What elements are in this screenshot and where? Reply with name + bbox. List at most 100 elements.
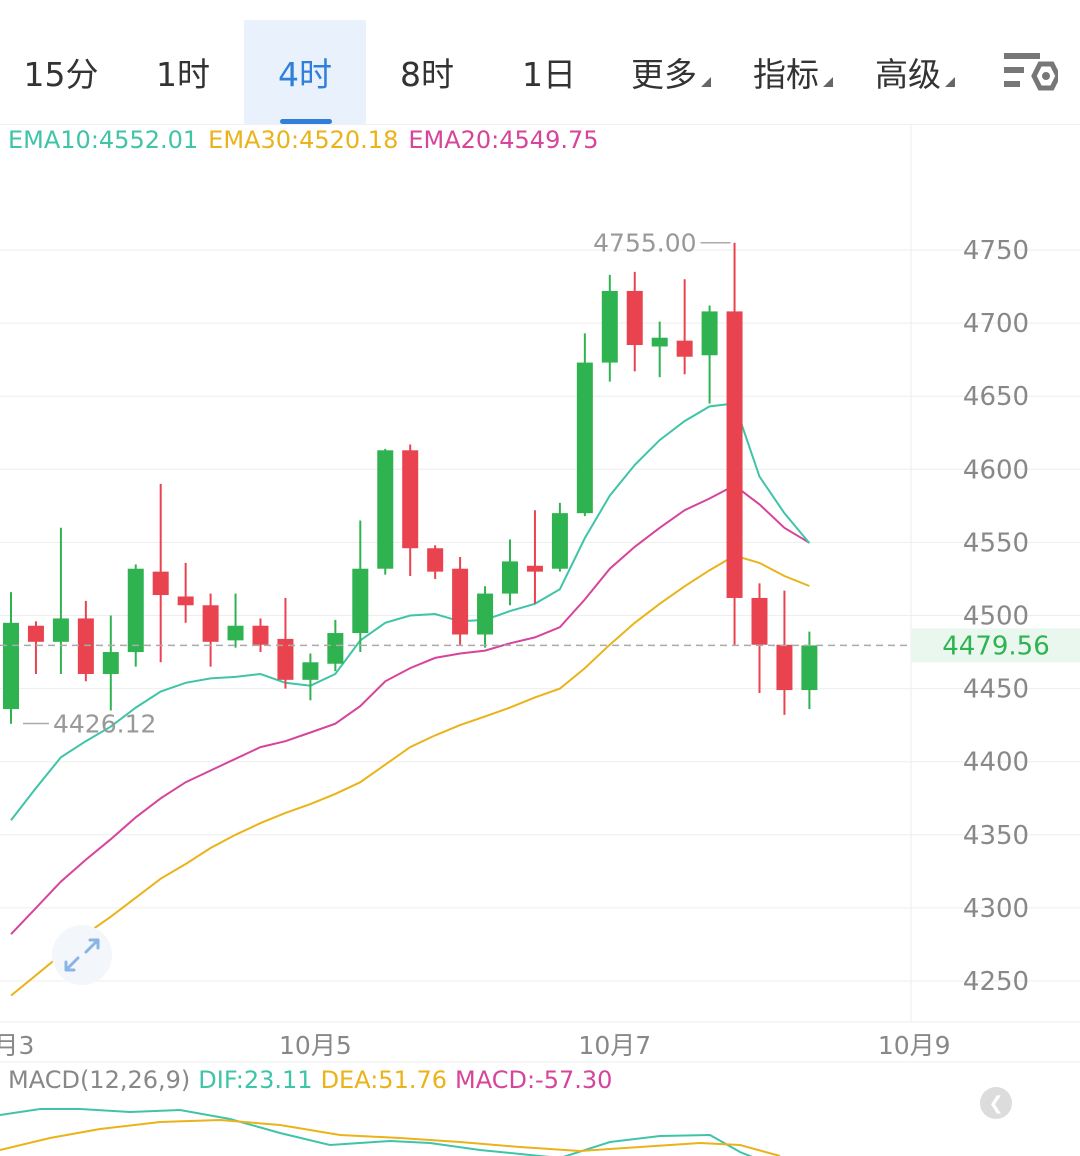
chart-settings-icon[interactable] [1002, 50, 1061, 96]
ema30-line [10, 554, 810, 997]
candle-body [152, 571, 169, 596]
candle-body [352, 568, 369, 634]
candle [726, 242, 743, 645]
dropdown-caret-icon [823, 77, 833, 87]
y-tick-label: 4250 [963, 967, 1029, 997]
dropdown-caret-icon [945, 77, 955, 87]
expand-arrows [64, 938, 100, 972]
candle-body [277, 638, 294, 680]
candle-body [427, 548, 444, 572]
candle [227, 593, 244, 648]
candle [3, 592, 19, 724]
candle-body [801, 645, 818, 691]
candle-body [52, 618, 69, 642]
candle-body [202, 605, 219, 642]
ema-legend: EMA10:4552.01 EMA30:4520.18 EMA20:4549.75 [8, 126, 609, 160]
candle-body [127, 568, 144, 653]
tab-2[interactable]: 4时 [244, 20, 366, 124]
macd-dea-label: DEA:51.76 [320, 1066, 448, 1094]
candle-body [452, 568, 469, 635]
last-price-tag [911, 628, 1080, 663]
candle-body [502, 561, 518, 594]
candle [77, 600, 94, 682]
candle [502, 539, 518, 606]
candle [477, 586, 494, 648]
candle [526, 510, 543, 604]
macd-dif-label: DIF:23.11 [198, 1066, 313, 1094]
x-tick-label: 10月7 [578, 1031, 651, 1060]
x-tick-label: 10月9 [878, 1031, 951, 1060]
candle [277, 597, 294, 689]
candle [27, 621, 44, 674]
macd-dea-line [0, 1118, 781, 1156]
ema20-line [10, 484, 810, 935]
y-tick-label: 4400 [963, 748, 1029, 778]
tab-1[interactable]: 1时 [122, 20, 244, 124]
candle [427, 545, 444, 579]
expand-chart-icon[interactable] [52, 925, 112, 985]
candle [402, 444, 419, 577]
candle-body [252, 625, 269, 645]
tab-0[interactable]: 15分 [0, 20, 122, 124]
tab-label: 15分 [23, 55, 99, 94]
tab-label: 1日 [522, 55, 576, 94]
candle [601, 274, 618, 382]
candle-body [302, 662, 319, 680]
candle [177, 562, 194, 623]
tab-3[interactable]: 8时 [366, 20, 488, 124]
candle-body [3, 622, 19, 710]
macd-indicator-name: MACD(12,26,9) [8, 1066, 191, 1094]
candle-body [576, 362, 593, 514]
ema10-line [10, 402, 811, 821]
y-tick-label: 4750 [963, 236, 1029, 266]
candle-body [102, 652, 119, 674]
candle [102, 615, 119, 711]
candle-body [701, 311, 718, 356]
candle [202, 593, 219, 667]
candle [651, 321, 668, 378]
candle-body [27, 625, 44, 642]
tab-7[interactable]: 高级 [854, 20, 976, 124]
y-tick-label: 4300 [963, 894, 1029, 924]
y-tick-label: 4450 [963, 675, 1029, 705]
candle [701, 305, 718, 404]
dropdown-caret-icon [701, 77, 711, 87]
timeframe-tab-bar: 15分 1时 4时 8时 1日 更多 指标 高级 [0, 0, 1080, 125]
tab-label: 8时 [400, 55, 454, 94]
tab-label: 1时 [156, 55, 210, 94]
tab-6[interactable]: 指标 [732, 20, 854, 124]
candle [327, 619, 344, 672]
scroll-to-latest-button[interactable]: ❮ [980, 1087, 1012, 1119]
tab-label: 4时 [278, 55, 332, 94]
expand-icon-bg [52, 925, 112, 985]
candle-body [551, 513, 568, 569]
tab-4[interactable]: 1日 [488, 20, 610, 124]
x-tick-label: 0月3 [0, 1031, 34, 1060]
candle [352, 520, 369, 653]
ema20-legend: EMA20:4549.75 [408, 126, 599, 154]
candle [252, 618, 269, 653]
y-tick-label: 4600 [963, 455, 1029, 485]
last-price-label: 4479.56 [942, 631, 1050, 661]
candle-body [77, 618, 94, 674]
candle [676, 279, 693, 375]
candle [626, 271, 643, 372]
tab-5[interactable]: 更多 [610, 20, 732, 124]
candle-body [402, 450, 419, 549]
candle-body [477, 593, 494, 635]
candle [776, 590, 793, 715]
candle [751, 583, 768, 693]
high-marker-label: 4755.00 [593, 229, 696, 258]
active-tab-indicator [280, 119, 332, 124]
candle-body [726, 311, 743, 598]
candle [576, 333, 593, 517]
candle-body [377, 450, 394, 569]
y-tick-label: 4550 [963, 528, 1029, 558]
macd-value-label: MACD:-57.30 [455, 1066, 613, 1094]
candle [302, 653, 319, 701]
candle [801, 631, 818, 710]
low-marker-label: 4426.12 [53, 710, 156, 739]
y-tick-label: 4700 [963, 309, 1029, 339]
macd-legend: MACD(12,26,9) DIF:23.11 DEA:51.76 MACD:-57.… [8, 1066, 620, 1094]
